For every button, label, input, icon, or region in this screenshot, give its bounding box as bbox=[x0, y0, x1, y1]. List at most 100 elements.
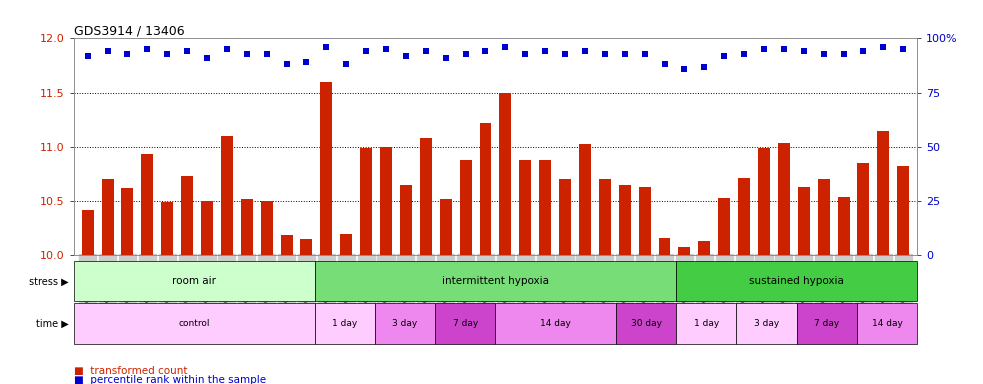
Point bbox=[338, 61, 354, 68]
Text: 7 day: 7 day bbox=[814, 319, 839, 328]
Point bbox=[497, 44, 513, 50]
Bar bbox=[82, 210, 93, 255]
Point bbox=[637, 51, 653, 57]
Text: ■  percentile rank within the sample: ■ percentile rank within the sample bbox=[74, 375, 265, 384]
Bar bbox=[221, 136, 233, 255]
Point bbox=[99, 48, 115, 55]
Point bbox=[80, 53, 95, 59]
Point bbox=[597, 51, 612, 57]
Text: control: control bbox=[179, 319, 210, 328]
Text: 30 day: 30 day bbox=[630, 319, 662, 328]
Text: 3 day: 3 day bbox=[392, 319, 418, 328]
Point bbox=[358, 48, 374, 55]
Point bbox=[159, 51, 175, 57]
Bar bbox=[818, 179, 830, 255]
Text: sustained hypoxia: sustained hypoxia bbox=[749, 276, 844, 286]
Bar bbox=[161, 202, 173, 255]
Point bbox=[776, 46, 791, 52]
Point bbox=[696, 63, 712, 70]
Bar bbox=[838, 197, 849, 255]
Bar bbox=[499, 93, 511, 255]
Point bbox=[200, 55, 215, 61]
Bar bbox=[678, 247, 690, 255]
Point bbox=[478, 48, 493, 55]
Bar bbox=[101, 179, 113, 255]
Bar bbox=[460, 160, 472, 255]
Point bbox=[318, 44, 334, 50]
Point bbox=[657, 61, 672, 68]
Point bbox=[617, 51, 633, 57]
Point bbox=[299, 59, 315, 65]
Point bbox=[756, 46, 772, 52]
Bar bbox=[559, 179, 571, 255]
Point bbox=[458, 51, 474, 57]
Bar bbox=[738, 178, 750, 255]
Bar bbox=[280, 235, 293, 255]
Bar bbox=[579, 144, 591, 255]
Bar bbox=[719, 198, 730, 255]
Point bbox=[279, 61, 295, 68]
Point bbox=[557, 51, 573, 57]
Text: 1 day: 1 day bbox=[694, 319, 719, 328]
Point bbox=[796, 48, 812, 55]
Text: time ▶: time ▶ bbox=[36, 318, 69, 329]
Bar bbox=[798, 187, 810, 255]
Point bbox=[140, 46, 155, 52]
Bar bbox=[897, 166, 909, 255]
Point bbox=[538, 48, 553, 55]
Point bbox=[855, 48, 871, 55]
Bar bbox=[202, 201, 213, 255]
Point bbox=[398, 53, 414, 59]
Text: room air: room air bbox=[172, 276, 216, 286]
Bar bbox=[439, 199, 451, 255]
Bar bbox=[320, 82, 332, 255]
Point bbox=[517, 51, 533, 57]
Point bbox=[378, 46, 394, 52]
Point bbox=[259, 51, 274, 57]
Point bbox=[437, 55, 453, 61]
Point bbox=[836, 51, 851, 57]
Bar bbox=[260, 201, 272, 255]
Text: ■  transformed count: ■ transformed count bbox=[74, 366, 187, 376]
Point bbox=[816, 51, 832, 57]
Bar bbox=[400, 185, 412, 255]
Bar bbox=[540, 160, 551, 255]
Bar bbox=[519, 160, 531, 255]
Text: GDS3914 / 13406: GDS3914 / 13406 bbox=[74, 24, 185, 37]
Point bbox=[896, 46, 911, 52]
Bar bbox=[659, 238, 670, 255]
Bar bbox=[380, 147, 392, 255]
Text: 14 day: 14 day bbox=[541, 319, 571, 328]
Text: intermittent hypoxia: intermittent hypoxia bbox=[442, 276, 549, 286]
Bar bbox=[599, 179, 610, 255]
Text: 14 day: 14 day bbox=[872, 319, 902, 328]
Point bbox=[239, 51, 255, 57]
Point bbox=[717, 53, 732, 59]
Bar bbox=[618, 185, 631, 255]
Bar bbox=[181, 176, 193, 255]
Bar bbox=[480, 123, 492, 255]
Bar bbox=[758, 148, 770, 255]
Bar bbox=[698, 241, 711, 255]
Point bbox=[577, 48, 593, 55]
Bar bbox=[301, 239, 313, 255]
Bar bbox=[857, 163, 869, 255]
Point bbox=[179, 48, 195, 55]
Bar bbox=[340, 234, 352, 255]
Point bbox=[418, 48, 434, 55]
Bar bbox=[878, 131, 890, 255]
Point bbox=[120, 51, 136, 57]
Text: stress ▶: stress ▶ bbox=[29, 276, 69, 286]
Bar bbox=[639, 187, 651, 255]
Bar bbox=[142, 154, 153, 255]
Point bbox=[676, 66, 692, 72]
Bar bbox=[360, 148, 373, 255]
Bar bbox=[241, 199, 253, 255]
Bar bbox=[778, 142, 789, 255]
Text: 1 day: 1 day bbox=[332, 319, 358, 328]
Point bbox=[736, 51, 752, 57]
Bar bbox=[420, 138, 432, 255]
Text: 3 day: 3 day bbox=[754, 319, 780, 328]
Point bbox=[876, 44, 892, 50]
Point bbox=[219, 46, 235, 52]
